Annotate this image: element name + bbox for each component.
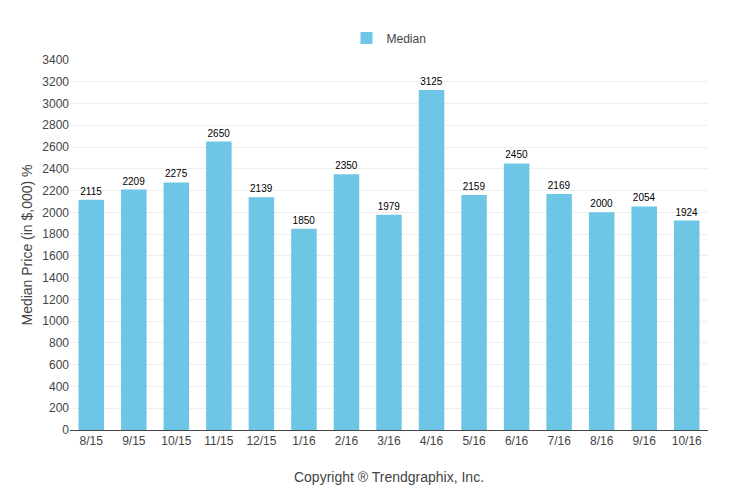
svg-text:3200: 3200 bbox=[42, 75, 69, 89]
svg-text:2800: 2800 bbox=[42, 118, 69, 132]
svg-text:7/16: 7/16 bbox=[547, 434, 571, 448]
svg-text:9/16: 9/16 bbox=[633, 434, 657, 448]
svg-text:2000: 2000 bbox=[590, 198, 613, 209]
svg-text:2000: 2000 bbox=[42, 206, 69, 220]
svg-text:2115: 2115 bbox=[80, 186, 102, 197]
svg-text:2209: 2209 bbox=[122, 176, 145, 187]
svg-text:1850: 1850 bbox=[293, 215, 316, 226]
svg-text:1400: 1400 bbox=[42, 271, 69, 285]
svg-text:400: 400 bbox=[49, 380, 69, 394]
svg-text:3125: 3125 bbox=[420, 76, 443, 87]
svg-text:6/16: 6/16 bbox=[505, 434, 529, 448]
svg-text:2200: 2200 bbox=[42, 184, 69, 198]
svg-text:800: 800 bbox=[49, 336, 69, 350]
svg-text:1600: 1600 bbox=[42, 249, 69, 263]
svg-text:2350: 2350 bbox=[335, 160, 358, 171]
svg-text:8/16: 8/16 bbox=[590, 434, 614, 448]
svg-text:2450: 2450 bbox=[505, 149, 528, 160]
svg-text:Median: Median bbox=[387, 32, 426, 46]
svg-text:10/15: 10/15 bbox=[161, 434, 191, 448]
svg-text:1200: 1200 bbox=[42, 293, 69, 307]
svg-text:2275: 2275 bbox=[165, 168, 188, 179]
svg-text:0: 0 bbox=[62, 423, 69, 437]
svg-text:Median Price (in $,000) %: Median Price (in $,000) % bbox=[19, 164, 35, 325]
svg-text:2169: 2169 bbox=[548, 180, 571, 191]
svg-text:1/16: 1/16 bbox=[292, 434, 316, 448]
svg-text:2600: 2600 bbox=[42, 140, 69, 154]
svg-text:9/15: 9/15 bbox=[122, 434, 146, 448]
svg-text:2650: 2650 bbox=[208, 128, 231, 139]
svg-text:3400: 3400 bbox=[42, 53, 69, 67]
svg-text:2/16: 2/16 bbox=[335, 434, 359, 448]
svg-text:4/16: 4/16 bbox=[420, 434, 444, 448]
svg-text:Copyright ® Trendgraphix, Inc.: Copyright ® Trendgraphix, Inc. bbox=[294, 469, 484, 485]
svg-text:8/15: 8/15 bbox=[80, 434, 104, 448]
svg-text:10/16: 10/16 bbox=[672, 434, 702, 448]
svg-text:2139: 2139 bbox=[250, 183, 273, 194]
svg-text:2400: 2400 bbox=[42, 162, 69, 176]
svg-text:1000: 1000 bbox=[42, 314, 69, 328]
svg-text:1800: 1800 bbox=[42, 227, 69, 241]
svg-text:12/15: 12/15 bbox=[246, 434, 276, 448]
svg-text:3/16: 3/16 bbox=[377, 434, 401, 448]
svg-text:11/15: 11/15 bbox=[204, 434, 233, 448]
svg-text:3000: 3000 bbox=[42, 97, 69, 111]
svg-text:2054: 2054 bbox=[633, 192, 656, 203]
svg-text:5/16: 5/16 bbox=[462, 434, 486, 448]
svg-text:2159: 2159 bbox=[463, 181, 486, 192]
svg-text:600: 600 bbox=[49, 358, 69, 372]
svg-text:200: 200 bbox=[49, 401, 69, 415]
svg-text:1924: 1924 bbox=[675, 207, 698, 218]
svg-text:1979: 1979 bbox=[378, 201, 401, 212]
